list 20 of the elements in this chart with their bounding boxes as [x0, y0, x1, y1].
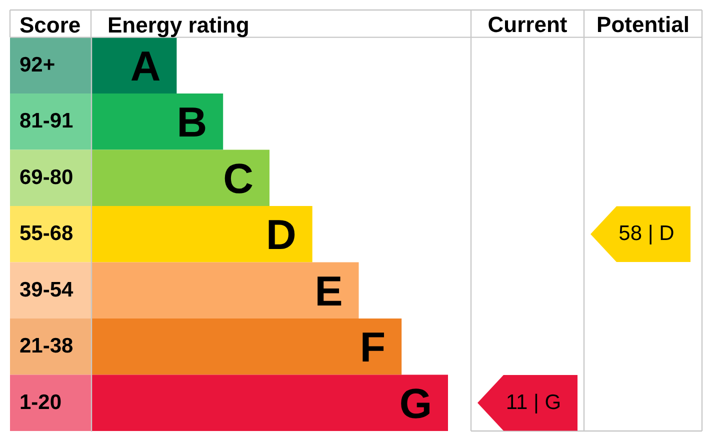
y-axis-title: Score	[20, 12, 81, 38]
annotation: E	[314, 267, 343, 314]
y-tick-label: 39-54	[20, 278, 74, 302]
y-tick-label: 92+	[20, 53, 56, 76]
text: 58 | D	[618, 222, 674, 246]
y-tick-label: 55-68	[20, 222, 74, 246]
y-tick-label: 1-20	[20, 390, 62, 414]
y-tick-label: 21-38	[20, 334, 74, 358]
text: Current	[488, 12, 568, 37]
annotation: F	[360, 324, 386, 371]
y-tick-label: 81-91	[20, 110, 74, 133]
annotation: C	[223, 154, 254, 202]
text: Potential	[596, 12, 690, 37]
x-axis-title: Energy rating	[108, 12, 250, 38]
annotation: A	[130, 42, 161, 90]
annotation: B	[176, 98, 208, 146]
text: 11 | G	[506, 390, 562, 414]
annotation: D	[266, 211, 296, 258]
annotation: G	[399, 380, 432, 427]
y-tick-label: 69-80	[20, 166, 74, 189]
